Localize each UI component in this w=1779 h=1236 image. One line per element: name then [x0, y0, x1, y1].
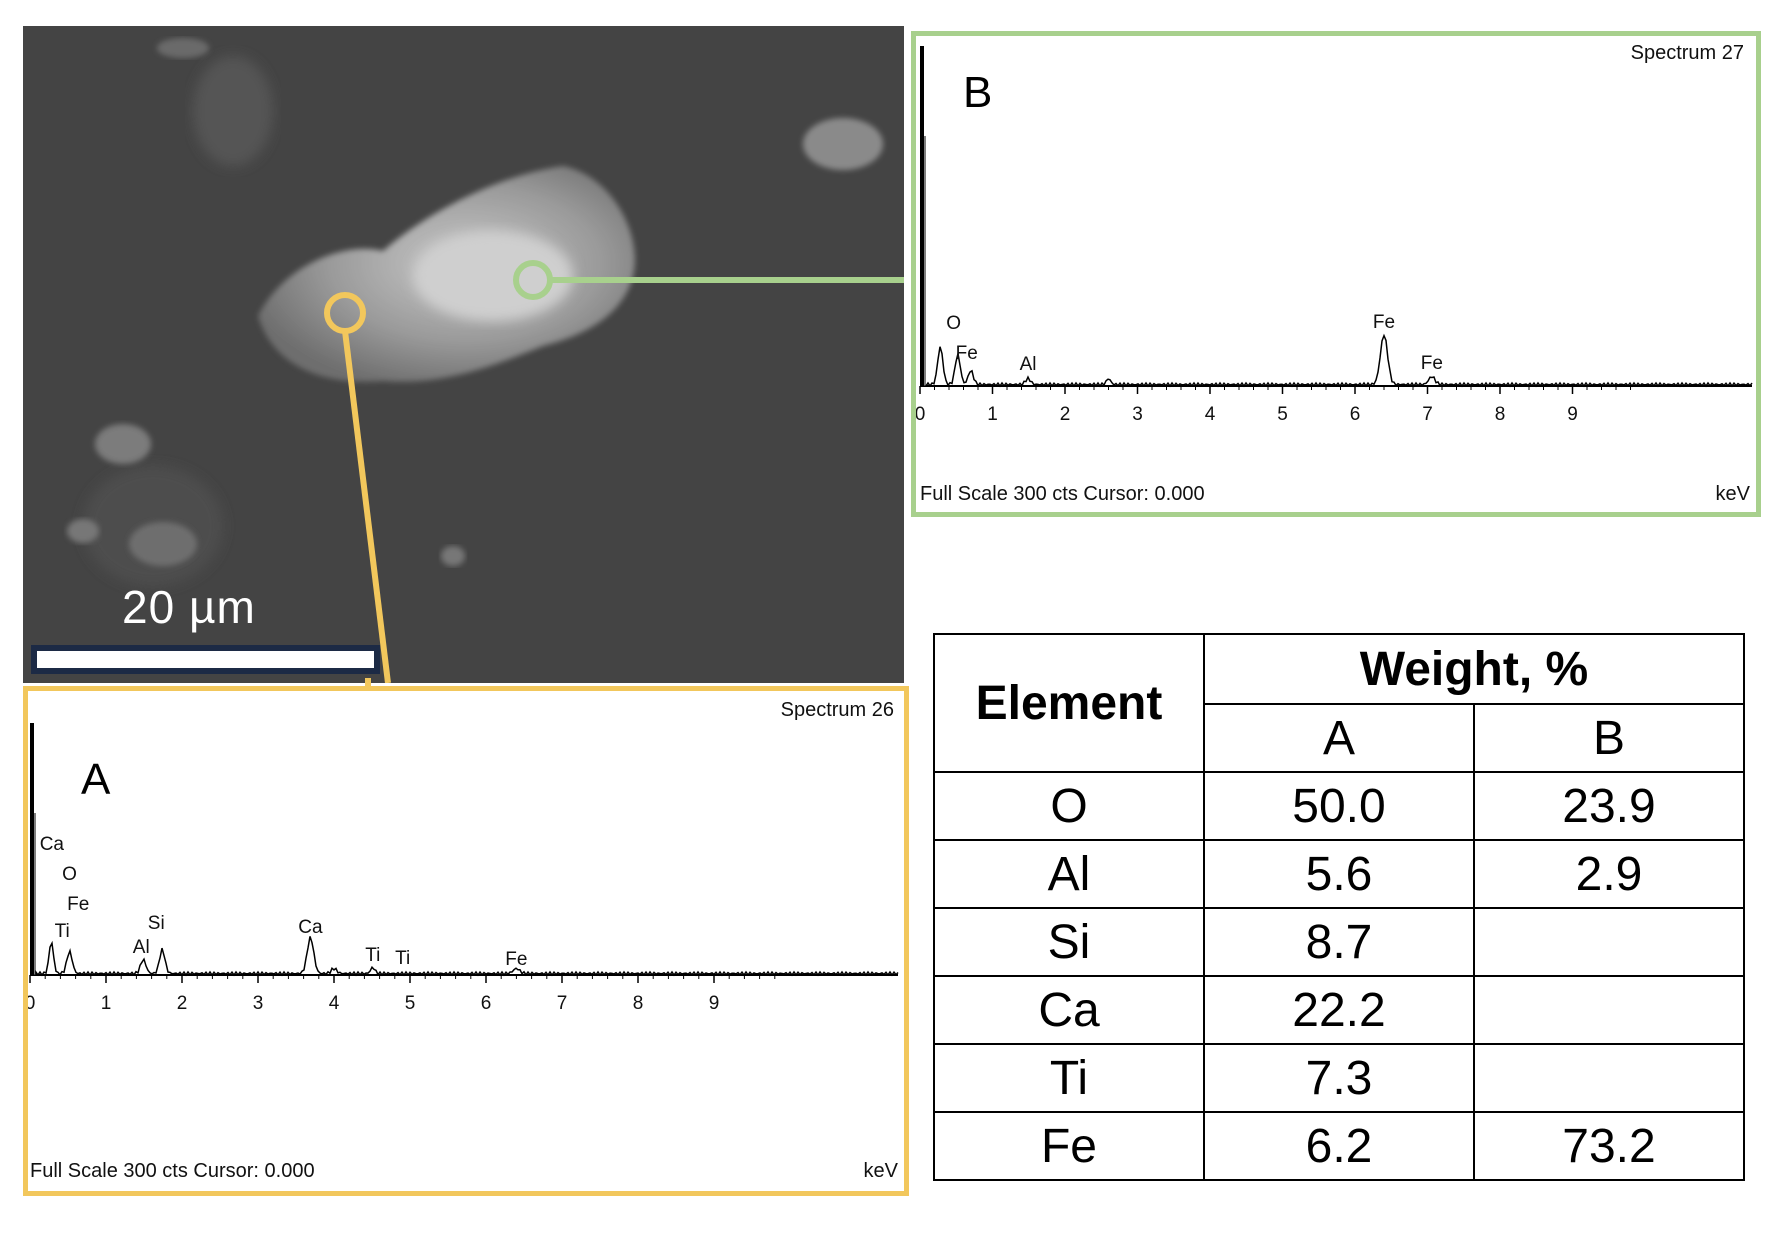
- cell-a: 5.6: [1203, 839, 1475, 909]
- cell-a: 22.2: [1203, 975, 1475, 1045]
- axis-tick-label: 1: [101, 993, 112, 1014]
- table-row: O 50.0 23.9: [933, 771, 1745, 841]
- peak-label: O: [946, 313, 961, 334]
- table-row: Si 8.7: [933, 907, 1745, 977]
- header-col-b: B: [1473, 703, 1745, 773]
- cell-element: Fe: [933, 1111, 1205, 1181]
- peak-label: Ca: [298, 917, 323, 938]
- axis-tick-label: 0: [916, 404, 925, 425]
- leader-line-a-end: [365, 678, 371, 688]
- cell-b: [1473, 907, 1745, 977]
- spectrum-a-unit: keV: [863, 1160, 898, 1182]
- axis-tick-label: 3: [253, 993, 264, 1014]
- cell-a: 6.2: [1203, 1111, 1475, 1181]
- axis-tick-label: 2: [1060, 404, 1071, 425]
- axis-tick-label: 0: [28, 993, 35, 1014]
- peak-label: Fe: [1373, 312, 1395, 333]
- axis-tick-label: 4: [329, 993, 340, 1014]
- cell-b: [1473, 1043, 1745, 1113]
- axis-tick-label: 5: [1277, 404, 1288, 425]
- table-row: Al 5.6 2.9: [933, 839, 1745, 909]
- peak-label: Ti: [365, 945, 380, 966]
- axis-tick-label: 6: [1350, 404, 1361, 425]
- cell-a: 8.7: [1203, 907, 1475, 977]
- peak-label: Ti: [395, 948, 410, 969]
- cell-element: Al: [933, 839, 1205, 909]
- peak-label: Ca: [40, 834, 65, 855]
- cell-element: O: [933, 771, 1205, 841]
- spectrum-panel-b: 0 1 2 3 4 5 6 7 8 9 O Fe Al Fe Fe Spectrum 27 B Full S…: [911, 31, 1761, 517]
- sem-micrograph: [23, 26, 904, 683]
- axis-tick-label: 2: [177, 993, 188, 1014]
- peak-label: Al: [1020, 354, 1037, 375]
- axis-tick-label: 7: [1422, 404, 1433, 425]
- axis-tick-label: 8: [633, 993, 644, 1014]
- cell-b: 23.9: [1473, 771, 1745, 841]
- peak-label: O: [62, 864, 77, 885]
- axis-tick-label: 3: [1132, 404, 1143, 425]
- panel-a-letter: A: [81, 755, 111, 804]
- spectrum-trace: [35, 936, 899, 977]
- axis-tick-label: 8: [1495, 404, 1506, 425]
- leader-line-a: [342, 330, 391, 683]
- peak-label: Ti: [55, 921, 70, 942]
- header-element: Element: [933, 633, 1205, 773]
- cell-element: Si: [933, 907, 1205, 977]
- spectrum-a-footer: Full Scale 300 cts Cursor: 0.000: [30, 1160, 315, 1182]
- panel-b-letter: B: [963, 68, 993, 117]
- cell-element: Ti: [933, 1043, 1205, 1113]
- cell-element: Ca: [933, 975, 1205, 1045]
- peak-label: Si: [148, 913, 165, 934]
- spectrum-b-unit: keV: [1715, 483, 1750, 505]
- axis-tick-label: 4: [1205, 404, 1216, 425]
- spectrum-b-name: Spectrum 27: [1630, 42, 1744, 64]
- axis-tick-label: 5: [405, 993, 416, 1014]
- peak-label: Fe: [67, 894, 89, 915]
- table-row: Ti 7.3: [933, 1043, 1745, 1113]
- spectrum-panel-a: 0 1 2 3 4 5 6 7 8 9 Ca O Fe Ti Al Si Ca Ti Ti Fe Spectrum 2…: [23, 686, 909, 1196]
- axis-tick-label: 7: [557, 993, 568, 1014]
- axis-tick-label: 9: [709, 993, 720, 1014]
- spectrum-a-name: Spectrum 26: [780, 699, 894, 721]
- peak-label: Fe: [956, 343, 978, 364]
- table-row: Fe 6.2 73.2: [933, 1111, 1745, 1181]
- zero-energy-peak: [30, 723, 34, 975]
- peak-label: Fe: [505, 949, 527, 970]
- spectrum-b-footer: Full Scale 300 cts Cursor: 0.000: [920, 483, 1205, 505]
- header-col-a: A: [1203, 703, 1475, 773]
- scale-bar: [31, 645, 380, 674]
- spectrum-b-plot: 0 1 2 3 4 5 6 7 8 9 O Fe Al Fe Fe: [916, 46, 1753, 425]
- axis-tick-label: 6: [481, 993, 492, 1014]
- header-weight: Weight, %: [1203, 633, 1745, 705]
- zero-energy-peak: [920, 46, 924, 386]
- spectrum-trace: [925, 333, 1753, 388]
- cell-b: 73.2: [1473, 1111, 1745, 1181]
- cell-b: [1473, 975, 1745, 1045]
- scale-bar-label: 20 µm: [122, 581, 256, 633]
- peak-label: Fe: [1421, 353, 1443, 374]
- sem-image-texture: [23, 26, 904, 683]
- cell-b: 2.9: [1473, 839, 1745, 909]
- table-row: Ca 22.2: [933, 975, 1745, 1045]
- cell-a: 50.0: [1203, 771, 1475, 841]
- axis-tick-label: 1: [987, 404, 998, 425]
- cell-a: 7.3: [1203, 1043, 1475, 1113]
- composition-table: Element Weight, % A B O 50.0 23.9 Al 5.6…: [933, 633, 1745, 1181]
- spectrum-a-plot: 0 1 2 3 4 5 6 7 8 9 Ca O Fe Ti Al Si Ca Ti Ti Fe: [28, 723, 899, 1014]
- axis-tick-label: 9: [1567, 404, 1578, 425]
- peak-label: Al: [133, 937, 150, 958]
